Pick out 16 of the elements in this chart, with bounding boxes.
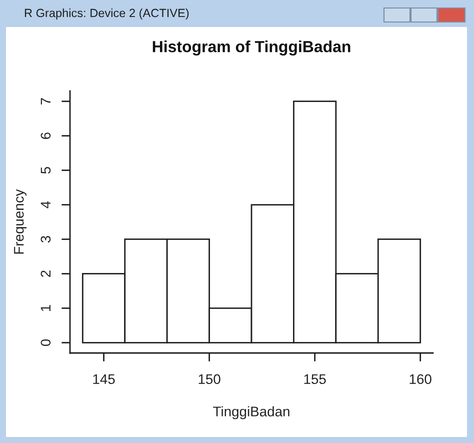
- y-tick-label: 4: [40, 201, 50, 208]
- y-tick-label: 1: [40, 305, 50, 311]
- y-tick-label: 7: [40, 98, 50, 104]
- y-tick-label: 2: [40, 270, 50, 277]
- y-tick-label: 3: [40, 236, 51, 243]
- y-tick-label: 6: [40, 132, 51, 139]
- text: R Graphics: Device 2 (ACTIVE): [24, 8, 189, 20]
- x-tick-label: 160: [410, 374, 432, 384]
- y-tick-label: 5: [40, 167, 51, 174]
- y-tick-label: 0: [40, 339, 51, 346]
- y-axis-title: Frequency: [14, 189, 26, 254]
- x-axis-title: TinggiBadan: [213, 406, 290, 420]
- x-tick-label: 155: [304, 374, 326, 384]
- x-tick-label: 150: [198, 374, 220, 384]
- x-tick-label: 145: [93, 374, 115, 384]
- chart-title: Histogram of TinggiBadan: [152, 40, 350, 56]
